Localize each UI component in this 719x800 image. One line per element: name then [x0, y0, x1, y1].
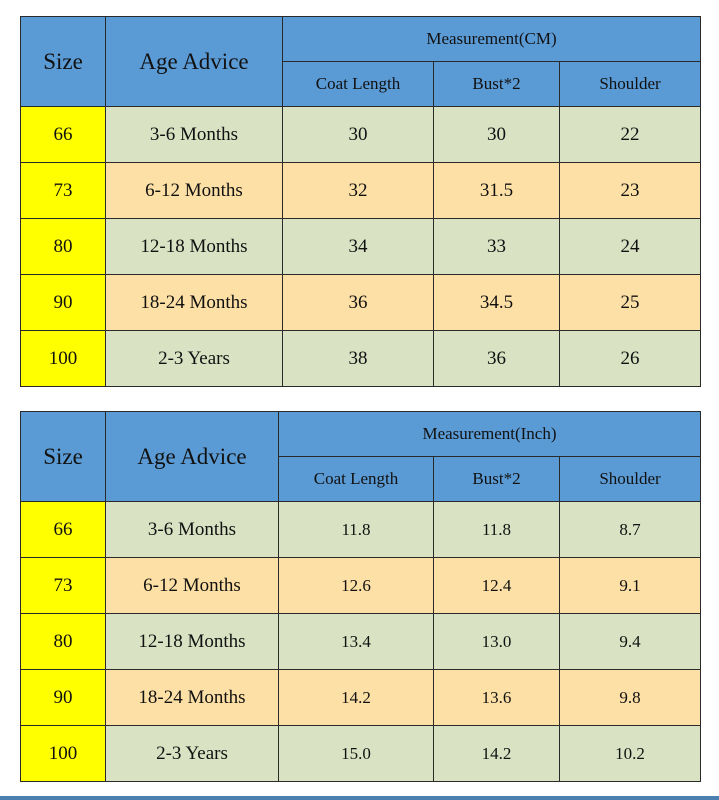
- size-cell: 80: [20, 218, 106, 275]
- size-cell: 100: [20, 725, 106, 782]
- header-measurement-group: Measurement(Inch): [277, 411, 702, 457]
- bust-cell: 11.8: [433, 501, 560, 558]
- age-cell: 2-3 Years: [105, 330, 283, 387]
- size-cell: 66: [20, 106, 106, 163]
- size-cell: 66: [20, 501, 106, 558]
- header-bust: Bust*2: [433, 456, 560, 502]
- header-age-advice: Age Advice: [105, 16, 283, 107]
- header-shoulder: Shoulder: [558, 456, 702, 502]
- bottom-divider: [0, 796, 719, 800]
- table-row: 90 18-24 Months 14.2 13.6 9.8: [20, 669, 702, 726]
- coat-length-cell: 14.2: [278, 669, 434, 726]
- coat-length-cell: 13.4: [278, 613, 434, 670]
- shoulder-cell: 25: [558, 274, 702, 331]
- bust-cell: 12.4: [433, 557, 560, 614]
- header-size: Size: [20, 16, 106, 107]
- table-row: 80 12-18 Months 13.4 13.0 9.4: [20, 613, 702, 670]
- age-cell: 2-3 Years: [105, 725, 279, 782]
- coat-length-cell: 32: [282, 162, 434, 219]
- bust-cell: 34.5: [433, 274, 560, 331]
- bust-cell: 14.2: [433, 725, 560, 782]
- size-cell: 90: [20, 669, 106, 726]
- age-cell: 18-24 Months: [105, 274, 283, 331]
- bust-cell: 30: [433, 106, 560, 163]
- age-cell: 12-18 Months: [105, 613, 279, 670]
- age-cell: 12-18 Months: [105, 218, 283, 275]
- size-cell: 100: [20, 330, 106, 387]
- header-size: Size: [20, 411, 106, 502]
- header-bust: Bust*2: [433, 61, 560, 107]
- size-cell: 90: [20, 274, 106, 331]
- bust-cell: 13.0: [433, 613, 560, 670]
- size-table-cm: Size Age Advice Measurement(CM) Coat Len…: [20, 16, 702, 387]
- table-row: 66 3-6 Months 11.8 11.8 8.7: [20, 501, 702, 558]
- header-coat-length: Coat Length: [282, 61, 434, 107]
- bust-cell: 31.5: [433, 162, 560, 219]
- header-measurement-group: Measurement(CM): [281, 16, 702, 62]
- coat-length-cell: 12.6: [278, 557, 434, 614]
- coat-length-cell: 38: [282, 330, 434, 387]
- shoulder-cell: 9.8: [558, 669, 702, 726]
- shoulder-cell: 8.7: [558, 501, 702, 558]
- header-coat-length: Coat Length: [278, 456, 434, 502]
- age-cell: 3-6 Months: [105, 106, 283, 163]
- shoulder-cell: 23: [558, 162, 702, 219]
- table-row: 100 2-3 Years 38 36 26: [20, 330, 702, 387]
- bust-cell: 33: [433, 218, 560, 275]
- size-table-inch: Size Age Advice Measurement(Inch) Coat L…: [20, 411, 702, 782]
- coat-length-cell: 15.0: [278, 725, 434, 782]
- shoulder-cell: 26: [558, 330, 702, 387]
- age-cell: 18-24 Months: [105, 669, 279, 726]
- size-cell: 73: [20, 162, 106, 219]
- table-row: 66 3-6 Months 30 30 22: [20, 106, 702, 163]
- table-row: 100 2-3 Years 15.0 14.2 10.2: [20, 725, 702, 782]
- age-cell: 3-6 Months: [105, 501, 279, 558]
- header-age-advice: Age Advice: [105, 411, 279, 502]
- shoulder-cell: 22: [558, 106, 702, 163]
- coat-length-cell: 34: [282, 218, 434, 275]
- table-row: 80 12-18 Months 34 33 24: [20, 218, 702, 275]
- table-row: 90 18-24 Months 36 34.5 25: [20, 274, 702, 331]
- shoulder-cell: 24: [558, 218, 702, 275]
- age-cell: 6-12 Months: [105, 557, 279, 614]
- bust-cell: 13.6: [433, 669, 560, 726]
- bust-cell: 36: [433, 330, 560, 387]
- table-row: 73 6-12 Months 32 31.5 23: [20, 162, 702, 219]
- header-shoulder: Shoulder: [558, 61, 702, 107]
- age-cell: 6-12 Months: [105, 162, 283, 219]
- coat-length-cell: 36: [282, 274, 434, 331]
- coat-length-cell: 11.8: [278, 501, 434, 558]
- shoulder-cell: 10.2: [558, 725, 702, 782]
- table-row: 73 6-12 Months 12.6 12.4 9.1: [20, 557, 702, 614]
- size-cell: 80: [20, 613, 106, 670]
- size-cell: 73: [20, 557, 106, 614]
- shoulder-cell: 9.1: [558, 557, 702, 614]
- shoulder-cell: 9.4: [558, 613, 702, 670]
- coat-length-cell: 30: [282, 106, 434, 163]
